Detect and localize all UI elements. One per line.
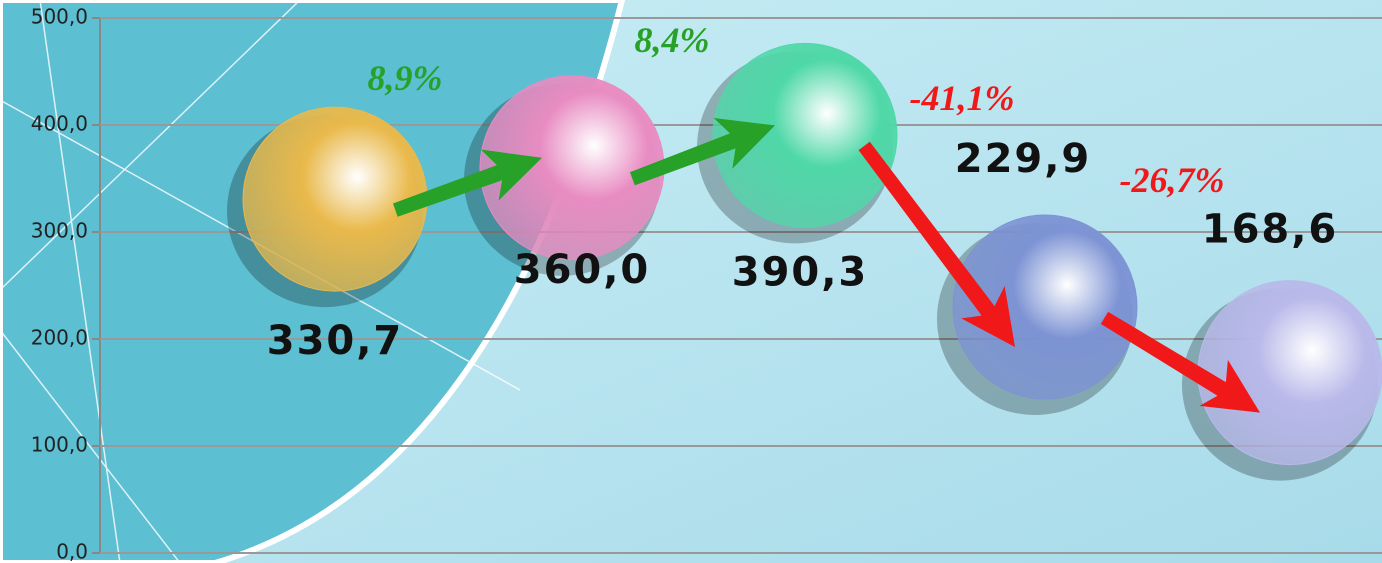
sphere [242,106,428,292]
value-label: 330,7 [267,318,404,364]
value-label: 229,9 [955,136,1092,182]
y-tick-label: 200,0 [31,326,88,350]
change-arrow [858,141,1015,348]
change-label: -41,1% [910,78,1015,118]
change-label: 8,9% [368,58,443,98]
change-arrow [1100,311,1261,413]
change-label: -26,7% [1120,160,1225,200]
change-label: 8,4% [635,20,710,60]
value-label: 168,6 [1202,207,1339,253]
change-arrow [393,149,542,217]
y-tick-label: 500,0 [31,5,88,29]
arrow-shape [629,118,775,186]
arrow-shape [858,141,1015,348]
arrow-shape [393,149,542,217]
change-arrow [629,118,775,186]
y-tick-label: 100,0 [31,433,88,457]
value-label: 360,0 [514,247,651,293]
sphere [712,42,898,228]
y-tick-label: 400,0 [31,112,88,136]
y-tick-label: 0,0 [56,540,88,563]
sphere [952,214,1138,400]
y-tick-label: 300,0 [31,219,88,243]
arrow-shape [1100,311,1261,413]
value-label: 390,3 [732,249,869,295]
sphere [1197,280,1382,466]
